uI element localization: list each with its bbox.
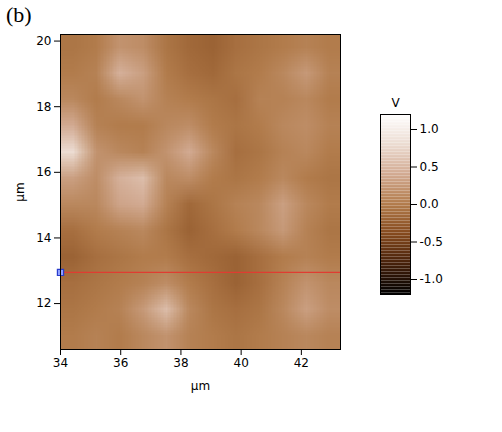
svg-text:1.0: 1.0 — [420, 122, 439, 136]
svg-text:0.5: 0.5 — [420, 160, 439, 174]
svg-text:36: 36 — [113, 356, 128, 370]
svg-text:V: V — [391, 96, 400, 110]
svg-text:40: 40 — [234, 356, 249, 370]
svg-text:12: 12 — [36, 296, 51, 310]
svg-text:µm: µm — [191, 379, 210, 393]
svg-text:42: 42 — [294, 356, 309, 370]
svg-text:34: 34 — [53, 356, 68, 370]
svg-text:µm: µm — [13, 182, 27, 201]
svg-text:0.0: 0.0 — [420, 197, 439, 211]
svg-text:20: 20 — [36, 34, 51, 48]
svg-text:-1.0: -1.0 — [420, 272, 443, 286]
svg-text:38: 38 — [173, 356, 188, 370]
html-text:(b): (b) — [6, 2, 32, 27]
svg-text:18: 18 — [36, 100, 51, 114]
svg-text:16: 16 — [36, 165, 51, 179]
svg-text:-0.5: -0.5 — [420, 235, 443, 249]
svg-text:14: 14 — [36, 231, 51, 245]
